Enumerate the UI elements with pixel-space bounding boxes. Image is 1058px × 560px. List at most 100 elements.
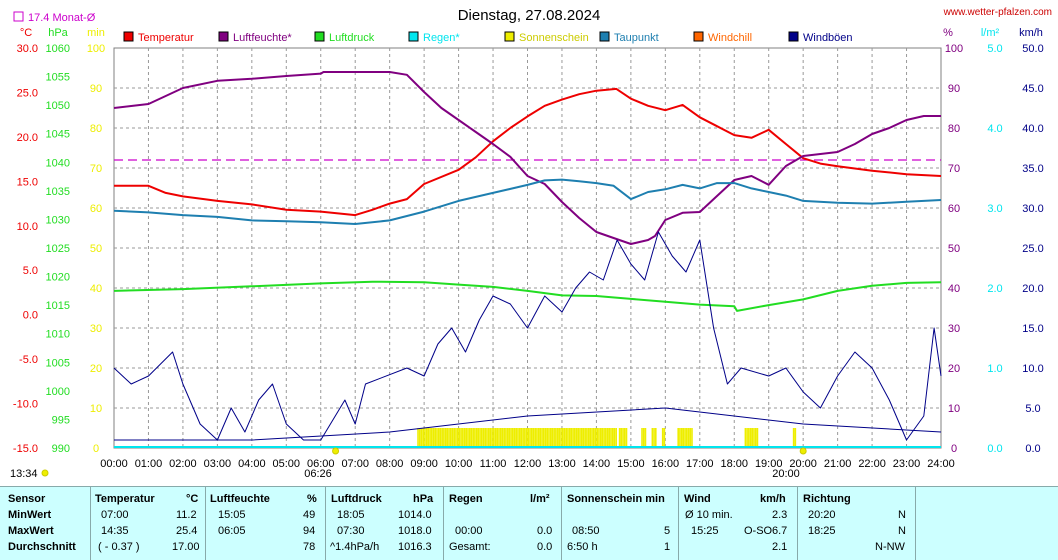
axis-unit-temp: °C (20, 27, 32, 39)
sunshine-bar (679, 428, 681, 448)
time-marker (41, 469, 49, 477)
sunshine-bar (453, 428, 456, 448)
sunshine-bar (486, 428, 488, 448)
legend-label: Temperatur (138, 32, 194, 44)
sunshine-bar (611, 428, 614, 448)
sunshine-bar (653, 428, 655, 448)
chart-grid (113, 47, 942, 449)
sunshine-bar (505, 428, 507, 448)
sunshine-bar (748, 428, 750, 448)
sunshine-bar (527, 428, 530, 448)
sunshine-bar (601, 428, 604, 448)
y-tick-rain: 2.0 (987, 283, 1002, 295)
sunshine-bar (524, 428, 526, 448)
chart-marks (41, 71, 942, 477)
sunshine-bar (499, 428, 502, 448)
series-line-dewpoint (113, 178, 942, 225)
sunshine-bar (463, 428, 466, 448)
sunshine-bar (608, 428, 611, 448)
sunshine-bar (589, 428, 592, 448)
hdr-direction: Richtung (803, 493, 851, 505)
time-now-label: 13:34 (10, 468, 38, 480)
sunshine-bar (577, 428, 580, 448)
sunshine-bar (689, 428, 692, 448)
sunshine-bar (425, 428, 428, 448)
site-url[interactable]: www.wetter-pfalzen.com (943, 7, 1052, 18)
max-sun-time: 08:50 (572, 525, 600, 537)
sunshine-bar (467, 428, 469, 448)
sunshine-bar (603, 428, 605, 448)
sunset-marker (799, 447, 807, 455)
hdr-temperature-unit: °C (186, 493, 199, 505)
y-tick-pressure: 1050 (46, 100, 70, 112)
series-line-humidity (113, 71, 941, 245)
y-tick-wind: 30.0 (1022, 203, 1043, 215)
axis-unit-pressure: hPa (48, 27, 68, 39)
hdr-pressure-unit: hPa (413, 493, 434, 505)
sunshine-bar (680, 428, 683, 448)
sunshine-bar (558, 428, 561, 448)
sunshine-bar (506, 428, 509, 448)
sunshine-bar (417, 428, 419, 448)
sunshine-bar (441, 428, 443, 448)
sunshine-bar (565, 428, 568, 448)
sunshine-bar (436, 428, 438, 448)
max-dir-value: N (898, 525, 906, 537)
max-wind-time: 15:25 (691, 525, 719, 537)
min-hum-time: 15:05 (218, 509, 246, 521)
y-tick-pressure: 1040 (46, 157, 70, 169)
y-tick-minutes: 50 (90, 243, 102, 255)
stats-table: Sensor Temperatur °C Luftfeuchte % Luftd… (0, 486, 1058, 560)
sunshine-bar (520, 428, 523, 448)
hdr-pressure: Luftdruck (331, 493, 382, 505)
x-tick-label: 06:00 (307, 458, 335, 470)
avg-wind-value: 2.1 (772, 541, 788, 553)
y-tick-wind: 0.0 (1025, 443, 1040, 455)
sunshine-bar (625, 428, 628, 448)
row-avg-label: Durchschnitt (8, 541, 76, 553)
sunshine-bar (479, 428, 481, 448)
sunshine-bar (586, 428, 588, 448)
x-tick-label: 21:00 (824, 458, 852, 470)
legend-label: Windböen (803, 32, 853, 44)
sunshine-bar (534, 428, 536, 448)
chart-title: Dienstag, 27.08.2024 (458, 7, 601, 24)
sunshine-bar (546, 428, 549, 448)
legend-label: Taupunkt (614, 32, 659, 44)
legend-swatch (504, 31, 515, 42)
sunrise-label: 06:26 (304, 468, 332, 480)
sunshine-bar (792, 428, 795, 448)
avg-hum-value: 78 (303, 541, 316, 553)
y-tick-pressure: 1055 (46, 72, 70, 84)
sunshine-bar (475, 428, 478, 448)
y-tick-temp: -10.0 (13, 399, 38, 411)
sunshine-bar (620, 428, 623, 448)
sunshine-bar (443, 428, 445, 448)
y-tick-pressure: 1035 (46, 186, 70, 198)
y-tick-humidity: 70 (948, 163, 960, 175)
sunshine-bar (584, 428, 586, 448)
sunshine-bar (446, 428, 449, 448)
sunshine-bar (424, 428, 426, 448)
y-tick-wind: 50.0 (1022, 43, 1043, 55)
max-wind-value: 6.7 (772, 525, 788, 537)
sunshine-bar (496, 428, 499, 448)
y-tick-wind: 35.0 (1022, 163, 1043, 175)
sunshine-bar (551, 428, 554, 448)
sunshine-bar (686, 428, 688, 448)
y-tick-temp: 5.0 (23, 265, 38, 277)
sunshine-bar (744, 428, 747, 448)
x-tick-label: 19:00 (755, 458, 783, 470)
sunshine-bar (451, 428, 454, 448)
sunshine-bar (556, 428, 559, 448)
y-tick-humidity: 20 (948, 363, 960, 375)
legend-swatch (599, 31, 610, 42)
sunrise-marker (332, 447, 340, 455)
x-tick-label: 18:00 (720, 458, 748, 470)
max-rain-value: 0.0 (537, 525, 553, 537)
avg-dir-value: N-NW (875, 541, 905, 553)
sunshine-bar (477, 428, 480, 448)
series-line-pressure (113, 280, 942, 312)
min-dir-time: 20:20 (808, 509, 836, 521)
sunshine-bar (596, 428, 599, 448)
